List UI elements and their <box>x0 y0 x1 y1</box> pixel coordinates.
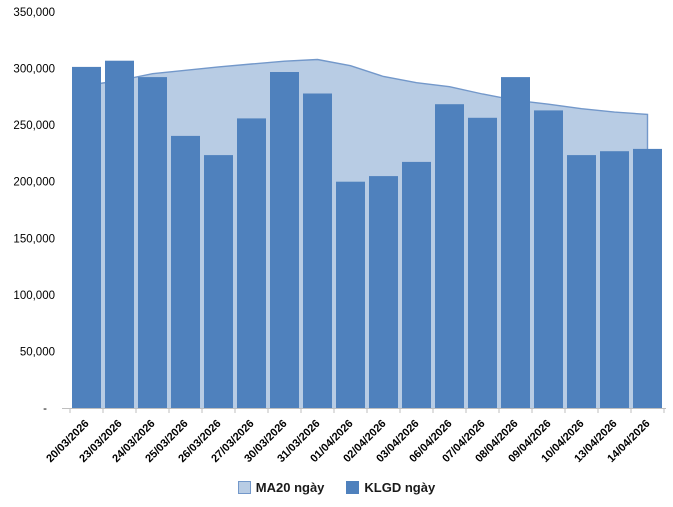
volume-bar <box>633 148 662 408</box>
volume-bar <box>402 161 431 408</box>
volume-bar <box>435 104 464 408</box>
volume-bar <box>336 181 365 408</box>
y-axis-tick-label: 150,000 <box>13 233 55 245</box>
volume-bar <box>600 151 629 408</box>
volume-bar <box>138 77 167 408</box>
ma20-line <box>86 58 649 408</box>
volume-bar <box>237 118 266 409</box>
legend-label-ma20: MA20 ngày <box>255 480 325 495</box>
volume-bar <box>468 117 497 409</box>
chart-legend: MA20 ngày KLGD ngày <box>0 480 673 495</box>
volume-bar <box>270 72 299 408</box>
y-axis-tick-label: 50,000 <box>20 346 55 358</box>
volume-bar <box>303 93 332 408</box>
chart-canvas: - 50,000 100,000 150,000 200,000 250,000 300,0… <box>13 7 666 465</box>
legend-label-klgd: KLGD ngày <box>364 480 436 495</box>
volume-bar <box>204 155 233 408</box>
y-axis-tick-label: 350,000 <box>13 7 55 19</box>
y-axis-tick-label: - <box>43 403 47 415</box>
y-axis-tick-label: 200,000 <box>13 177 55 189</box>
volume-bar <box>369 176 398 408</box>
volume-bar <box>501 77 530 408</box>
volume-bar <box>567 155 596 408</box>
volume-bar <box>72 66 101 409</box>
volume-bar <box>534 110 563 409</box>
volume-bar <box>105 60 134 408</box>
volume-bar <box>171 135 200 408</box>
y-axis-tick-label: 300,000 <box>13 64 55 76</box>
legend-item-ma20: MA20 ngày <box>237 480 325 495</box>
legend-item-klgd: KLGD ngày <box>346 480 435 495</box>
y-axis-tick-label: 100,000 <box>13 290 55 302</box>
ma20-area <box>86 59 648 408</box>
ma20-area-swatch-icon <box>237 481 251 494</box>
y-axis-tick-label: 250,000 <box>13 120 55 132</box>
klgd-bar-swatch-icon <box>346 481 360 494</box>
